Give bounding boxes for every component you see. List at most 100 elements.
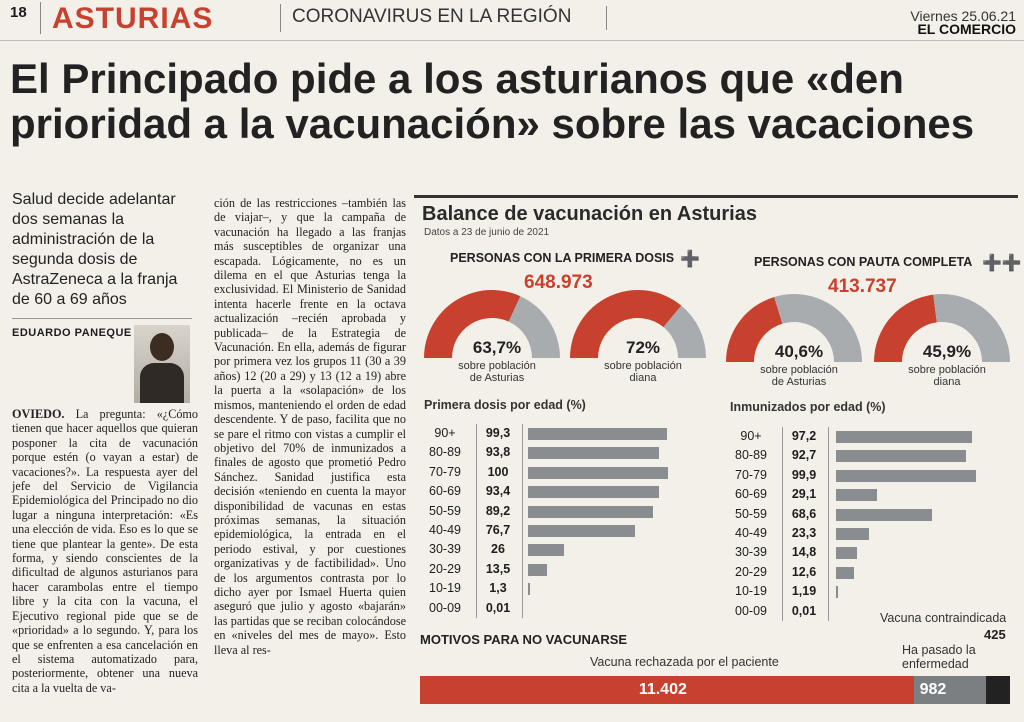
segment-value: 11.402 (638, 681, 687, 698)
age-row: 10-19 1,19 (726, 582, 1018, 601)
gauge-remaining (774, 294, 862, 362)
syringe-icon: ➕➕ (982, 255, 1022, 272)
donut-caption: sobre población de Asturias (458, 360, 536, 384)
age-row: 60-69 93,4 (420, 482, 710, 501)
age-label: 20-29 (735, 564, 767, 579)
age-bar (528, 525, 636, 537)
age-value: 99,3 (485, 426, 511, 440)
age-bar (836, 450, 966, 463)
donut-pct: 72% (625, 338, 661, 357)
age-bar (836, 489, 877, 502)
age-bar (836, 431, 973, 443)
age-value: 23,3 (791, 526, 817, 540)
donut-pct: 45,9% (922, 342, 972, 361)
age-bar (836, 528, 869, 540)
full-total: 413.737 (828, 276, 897, 297)
gauge-remaining (663, 305, 706, 358)
article-column-1: OVIEDO. La pregunta: «¿Cómo tienen que h… (12, 407, 198, 695)
full-label: PERSONAS CON PAUTA COMPLETA (754, 255, 973, 269)
age-value: 99,9 (791, 467, 817, 482)
age-bar (528, 486, 659, 499)
age-value: 26 (491, 542, 505, 557)
age-value: 93,4 (485, 484, 511, 499)
age-label: 60-69 (429, 484, 461, 499)
age-label: 80-89 (429, 445, 461, 460)
age-row: 50-59 68,6 (726, 505, 1018, 524)
contra-label: Vacuna contraindicada (880, 611, 1007, 625)
donut-caption: sobre población diana (908, 364, 986, 388)
age-bar (836, 586, 838, 599)
first-dose-total: 648.973 (524, 272, 593, 293)
age-value: 14,8 (791, 545, 817, 560)
age-row: 40-49 23,3 (726, 524, 1018, 543)
age-row: 70-79 100 (420, 463, 710, 482)
age-value: 93,8 (485, 445, 511, 460)
age-row: 20-29 13,5 (420, 560, 710, 579)
age-bar (528, 428, 668, 440)
had-segment: 982 (913, 676, 986, 704)
column-divider (782, 427, 783, 621)
column-divider (522, 424, 523, 618)
age-value: 97,2 (791, 429, 817, 443)
article-text: La pregunta: «¿Cómo tienen que hacer aqu… (12, 407, 198, 695)
age-value: 100 (487, 464, 509, 479)
reasons-bar: 11.402 982 (420, 676, 1010, 704)
age-row: 90+ 99,3 (420, 424, 710, 443)
age-bar (528, 544, 565, 557)
age-row: 00-09 0,01 (420, 599, 710, 618)
donut-caption: sobre población de Asturias (760, 364, 838, 388)
author-photo (134, 325, 190, 403)
donut-charts (424, 290, 1010, 362)
gauge-remaining (508, 296, 560, 358)
age-label: 50-59 (735, 506, 767, 521)
age-label: 40-49 (735, 526, 767, 540)
age-row: 30-39 14,8 (726, 543, 1018, 562)
graphic-subtitle: Datos a 23 de junio de 2021 (424, 227, 550, 238)
age-label: 10-19 (429, 581, 461, 596)
date: Viernes 25.06.21 (910, 8, 1016, 24)
age-value: 0,01 (791, 603, 817, 618)
gauge-filled (726, 296, 783, 362)
rejected-label: Vacuna rechazada por el paciente (590, 655, 779, 669)
age-label: 30-39 (429, 542, 461, 557)
contra-segment (986, 676, 1010, 704)
page-number: 18 (10, 4, 27, 21)
age-bar (836, 508, 933, 521)
age-value: 92,7 (791, 448, 817, 463)
gauge-filled (570, 290, 682, 358)
age-row: 50-59 89,2 (420, 502, 710, 521)
age-label: 90+ (434, 426, 456, 440)
column-divider (828, 427, 829, 621)
age-row: 20-29 12,6 (726, 563, 1018, 582)
donut-pct: 63,7% (472, 338, 522, 357)
age-label: 50-59 (429, 503, 461, 518)
age-row: 80-89 93,8 (420, 443, 710, 462)
gauge-filled (874, 294, 937, 362)
age-label: 80-89 (735, 448, 767, 463)
first-by-age-title: Primera dosis por edad (%) (424, 398, 586, 412)
age-value: 0,01 (485, 600, 511, 615)
age-value: 76,7 (485, 523, 511, 537)
age-bar (528, 563, 547, 576)
age-label: 20-29 (429, 561, 461, 576)
age-value: 29,1 (791, 487, 817, 502)
age-row: 60-69 29,1 (726, 485, 1018, 504)
contra-value: 425 (984, 627, 1006, 642)
age-label: 00-09 (429, 600, 461, 615)
age-bar (836, 566, 854, 579)
age-bar (528, 583, 530, 596)
age-value: 1,19 (791, 584, 817, 599)
age-row: 70-79 99,9 (726, 466, 1018, 485)
age-label: 70-79 (429, 464, 461, 479)
section-title: ASTURIAS (52, 2, 214, 35)
headline: El Principado pide a los asturianos que … (10, 55, 975, 147)
kicker: CORONAVIRUS EN LA REGIÓN (292, 6, 572, 27)
age-row: 30-39 26 (420, 540, 710, 559)
age-label: 30-39 (735, 545, 767, 560)
summary: Salud decide adelantar dos semanas la ad… (12, 191, 178, 308)
reasons-title: MOTIVOS PARA NO VACUNARSE (420, 632, 628, 647)
immunized-by-age-chart: 90+ 97,2 80-89 92,7 70-79 99,9 60-69 29,1 50-59 6… (726, 427, 1018, 627)
divider (606, 6, 607, 30)
gauge-remaining (933, 294, 1010, 362)
syringe-icon: ➕ (680, 251, 700, 268)
